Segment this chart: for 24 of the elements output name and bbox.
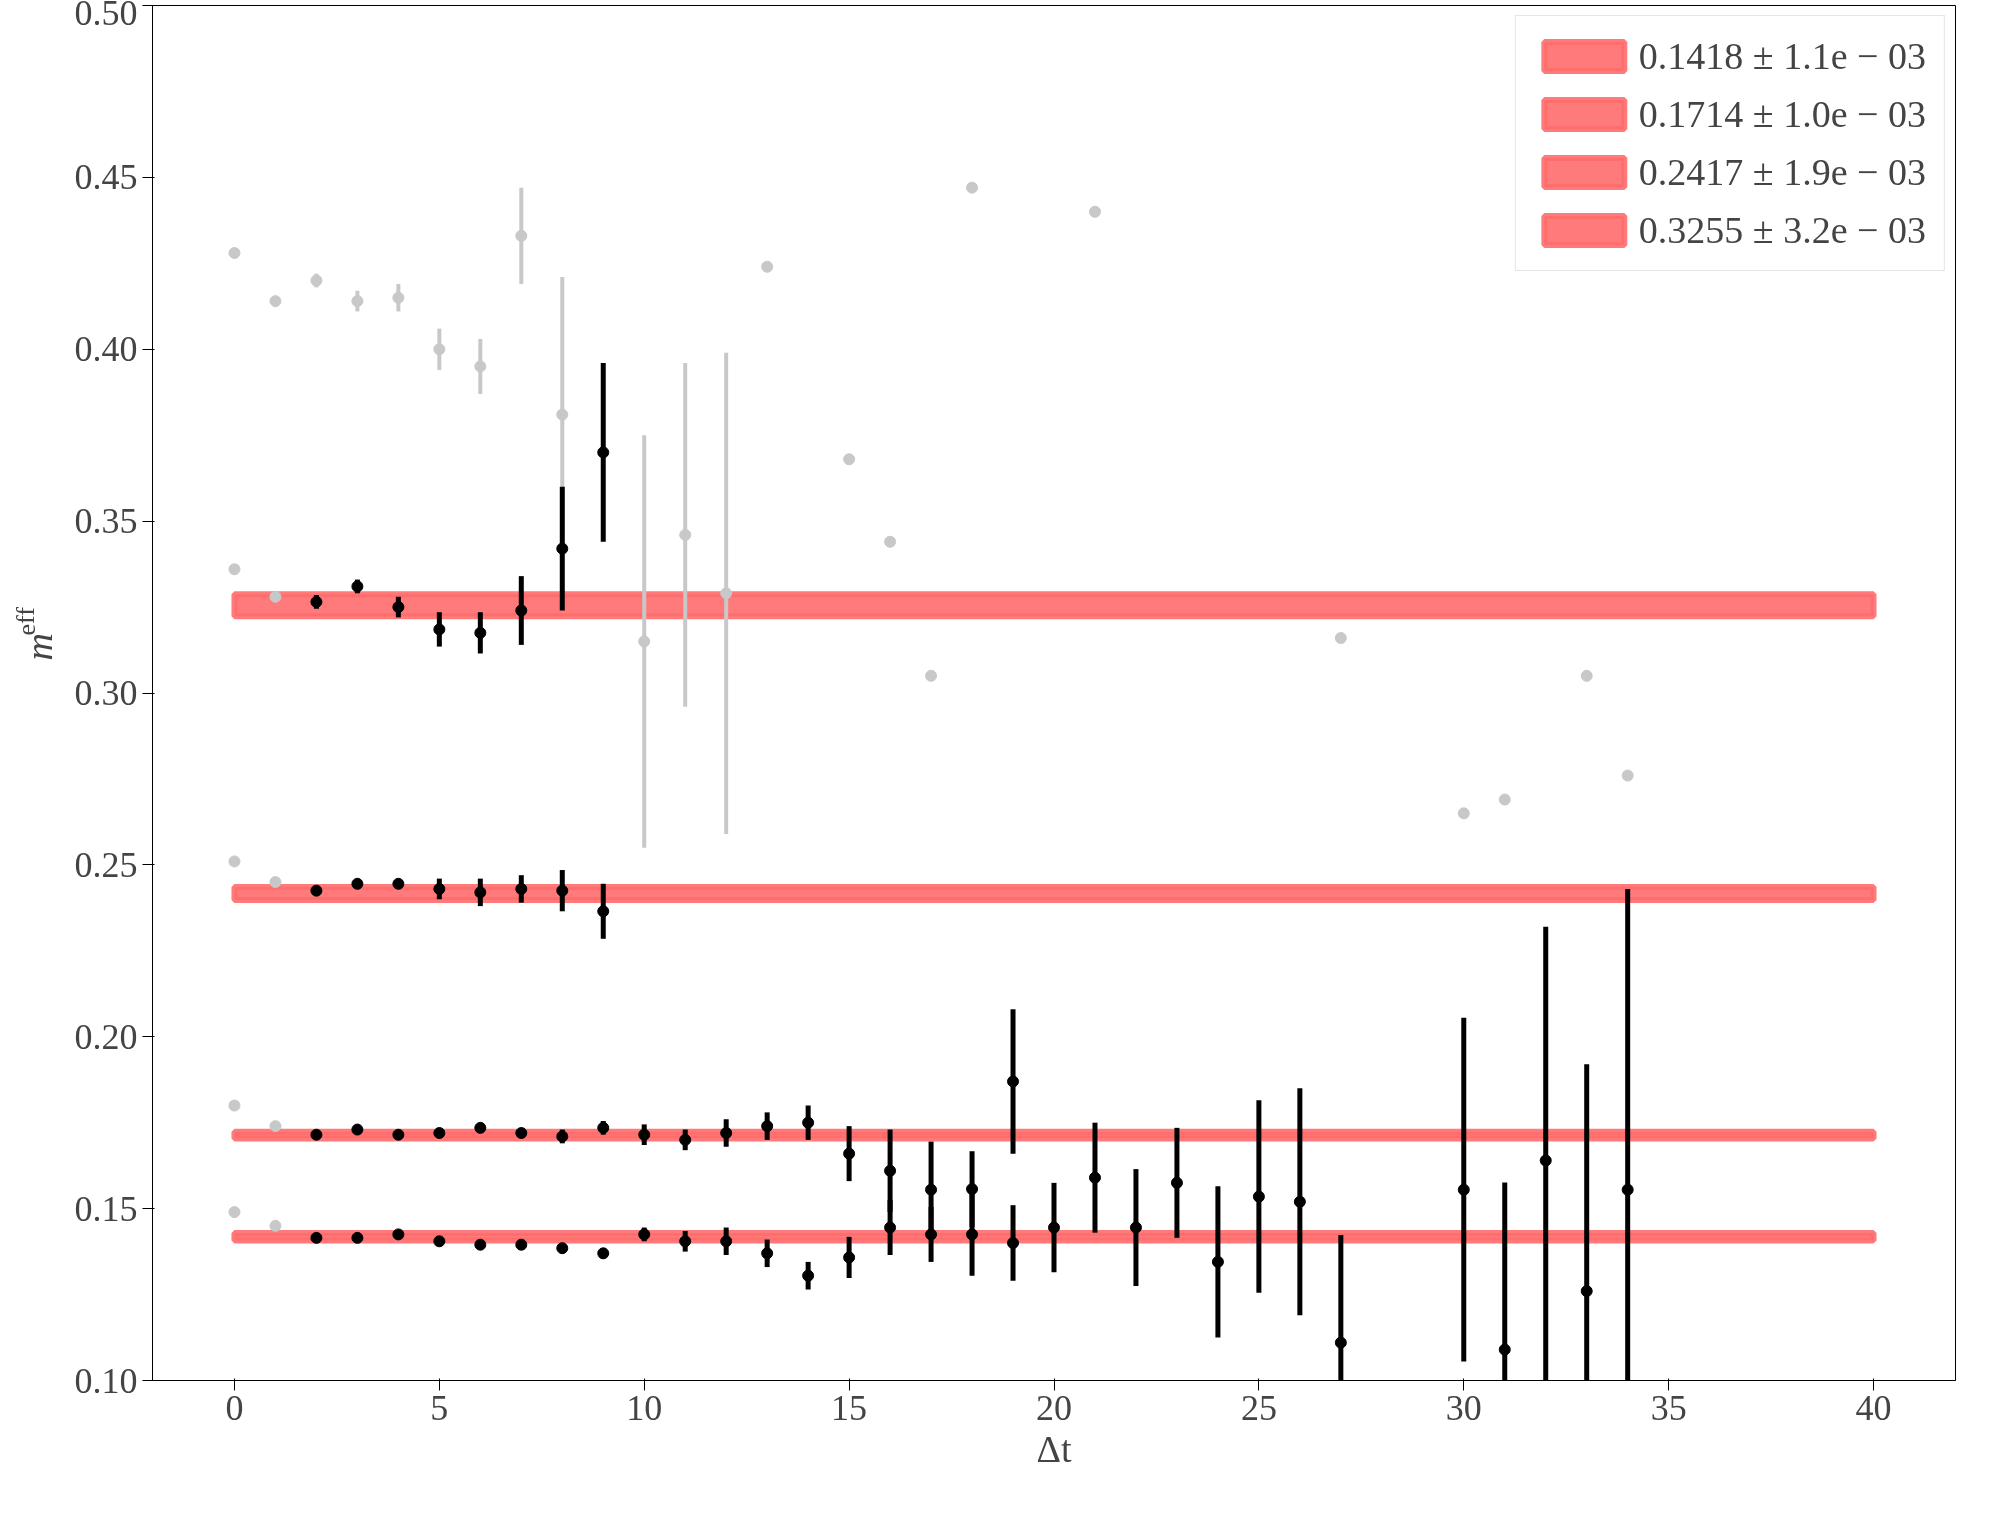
y-tick-label: 0.20 bbox=[74, 1016, 138, 1057]
y-axis-title: meff bbox=[11, 606, 60, 661]
x-tick-label: 10 bbox=[626, 1387, 663, 1428]
legend-label: 0.2417 ± 1.9e − 03 bbox=[1638, 150, 1926, 194]
x-tick-label: 35 bbox=[1650, 1387, 1687, 1428]
y-tick-label: 0.10 bbox=[74, 1360, 138, 1401]
legend-label: 0.3255 ± 3.2e − 03 bbox=[1638, 208, 1926, 252]
y-tick-label: 0.45 bbox=[74, 157, 138, 198]
x-tick-label: 0 bbox=[225, 1387, 244, 1428]
x-tick-label: 40 bbox=[1855, 1387, 1892, 1428]
y-tick-label: 0.35 bbox=[74, 501, 138, 542]
x-tick-label: 25 bbox=[1240, 1387, 1277, 1428]
y-tick-label: 0.15 bbox=[74, 1188, 138, 1229]
x-tick-label: 15 bbox=[831, 1387, 868, 1428]
x-tick-label: 30 bbox=[1445, 1387, 1482, 1428]
y-tick-label: 0.50 bbox=[74, 0, 138, 33]
y-tick-label: 0.25 bbox=[74, 844, 138, 885]
y-tick-label: 0.40 bbox=[74, 329, 138, 370]
legend-label: 0.1714 ± 1.0e − 03 bbox=[1638, 92, 1926, 136]
x-tick-label: 20 bbox=[1036, 1387, 1072, 1428]
legend-label: 0.1418 ± 1.1e − 03 bbox=[1638, 34, 1926, 78]
x-axis-title: Δt bbox=[1036, 1427, 1072, 1470]
x-tick-label: 5 bbox=[430, 1387, 449, 1428]
y-tick-label: 0.30 bbox=[74, 673, 138, 713]
